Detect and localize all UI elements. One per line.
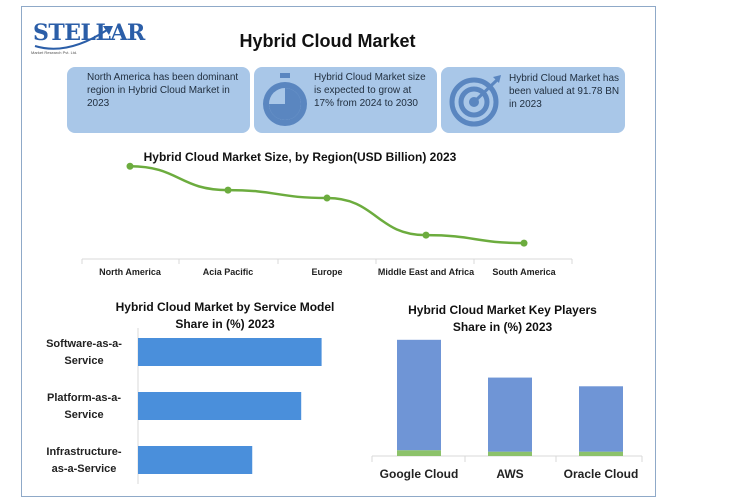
data-point [520, 239, 528, 247]
info-card-text: Hybrid Cloud Market has been valued at 9… [509, 73, 620, 110]
logo-tagline: Market Research Pvt. Ltd. [31, 50, 78, 55]
bar [138, 338, 322, 366]
x-tick-label: South America [492, 267, 556, 277]
x-tick-label: Europe [311, 267, 342, 277]
bar [138, 392, 302, 420]
service-chart-title: Hybrid Cloud Market by Service Model Sha… [115, 300, 335, 331]
bar-segment [579, 451, 623, 456]
stopwatch-icon [263, 73, 307, 126]
x-tick-label: Google Cloud [380, 467, 459, 481]
y-tick-label: Platform-as-a-Service [47, 392, 121, 421]
x-tick-label: Middle East and Africa [378, 267, 475, 277]
bar-segment [579, 386, 623, 452]
data-point [422, 231, 430, 239]
logo-swoosh-icon [34, 26, 113, 50]
infographic-frame [21, 6, 656, 497]
y-tick-label: Infrastructure-as-a-Service [46, 446, 122, 475]
info-card-growth: Hybrid Cloud Market size is expected to … [254, 67, 437, 133]
info-card-text: North America has been dominant region i… [87, 72, 239, 109]
data-point [126, 162, 134, 170]
region-chart-title: Hybrid Cloud Market Size, by Region(USD … [143, 150, 457, 164]
data-point [224, 186, 232, 194]
bar [138, 446, 253, 474]
x-tick-label: Oracle Cloud [564, 467, 639, 481]
page-title: Hybrid Cloud Market [239, 31, 416, 51]
bar-segment [397, 450, 441, 456]
x-tick-label: North America [99, 267, 162, 277]
players-chart-title: Hybrid Cloud Market Key Players Share in… [408, 303, 597, 334]
target-icon [449, 75, 501, 127]
info-card-value: Hybrid Cloud Market has been valued at 9… [441, 67, 625, 133]
info-card-text: Hybrid Cloud Market size is expected to … [314, 72, 426, 109]
y-tick-label: Software-as-a-Service [46, 338, 122, 367]
bar-segment [397, 339, 441, 451]
info-card-region: North America has been dominant region i… [67, 67, 250, 133]
bar-segment [488, 377, 532, 452]
x-tick-label: Acia Pacific [203, 267, 254, 277]
company-logo: STELLAR Market Research Pvt. Ltd. [27, 16, 145, 60]
logo-name: STELLAR [33, 20, 145, 46]
x-tick-label: AWS [496, 467, 523, 481]
data-point [323, 194, 331, 202]
bar-segment [488, 451, 532, 456]
